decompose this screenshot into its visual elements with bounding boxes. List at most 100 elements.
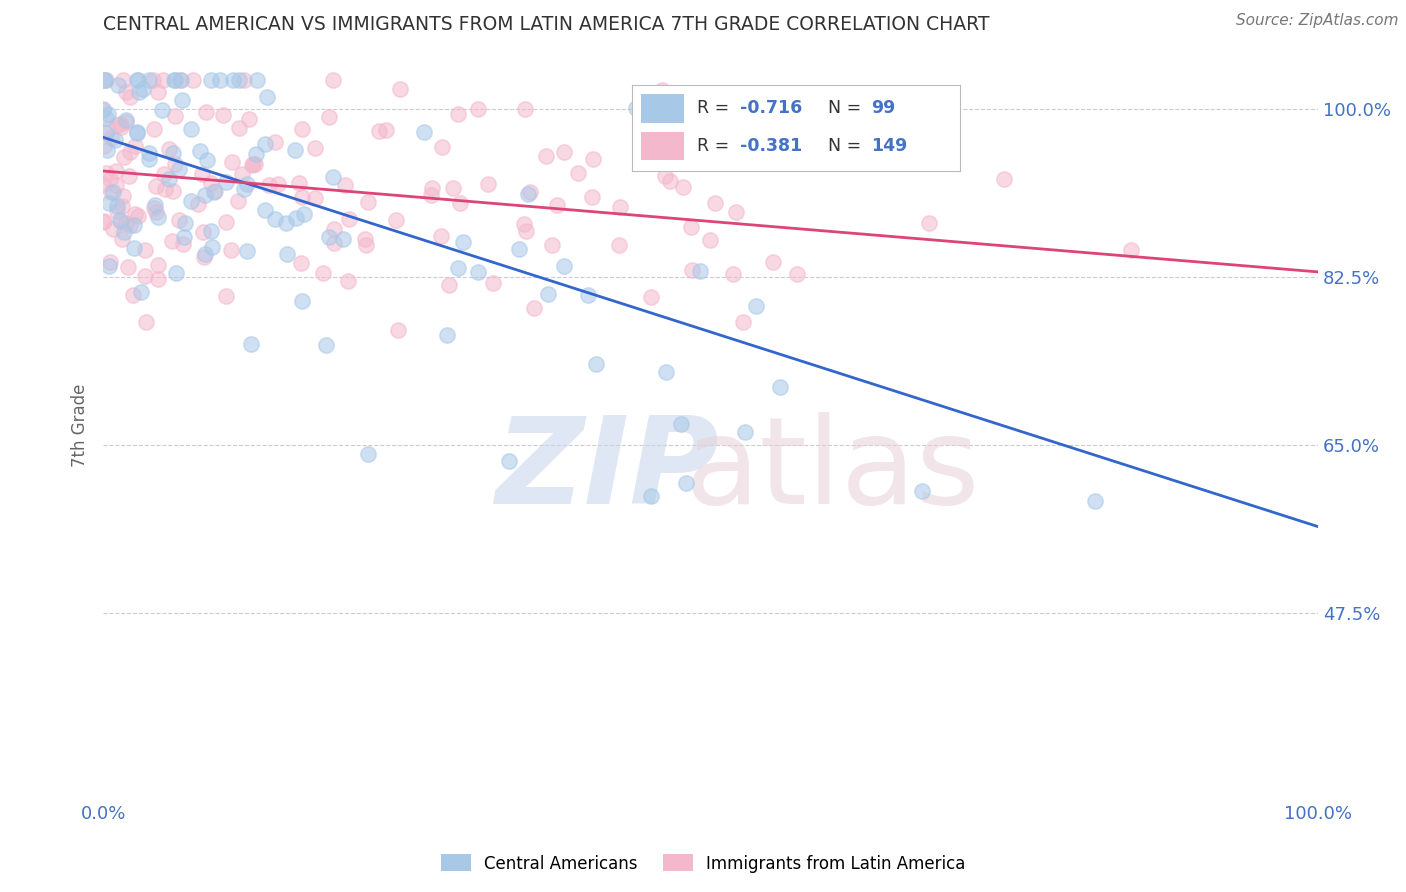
Point: [232, 72, 254, 87]
Text: CENTRAL AMERICAN VS IMMIGRANTS FROM LATIN AMERICA 7TH GRADE CORRELATION CHART: CENTRAL AMERICAN VS IMMIGRANTS FROM LATI…: [103, 15, 990, 34]
Point: [115, 115, 138, 129]
Point: [451, 235, 474, 249]
Point: [167, 161, 190, 176]
Point: [91, 215, 114, 229]
Point: [537, 287, 560, 301]
Point: [240, 157, 263, 171]
Point: [240, 336, 263, 351]
Point: [335, 178, 357, 193]
Point: [437, 277, 460, 292]
Point: [354, 238, 377, 252]
Point: [93, 214, 115, 228]
Point: [129, 285, 152, 299]
Point: [146, 271, 169, 285]
Point: [553, 259, 575, 273]
Point: [354, 231, 377, 245]
Point: [640, 489, 662, 503]
Point: [122, 219, 145, 233]
Point: [235, 244, 257, 259]
Point: [291, 294, 314, 309]
Point: [181, 72, 204, 87]
Point: [731, 315, 754, 329]
Point: [142, 72, 165, 87]
Point: [91, 103, 114, 117]
Point: [96, 143, 118, 157]
Point: [127, 126, 149, 140]
Point: [786, 267, 808, 281]
Point: [163, 109, 186, 123]
Point: [446, 107, 468, 121]
Point: [105, 164, 128, 178]
Point: [304, 141, 326, 155]
Point: [162, 184, 184, 198]
Point: [284, 144, 307, 158]
Point: [127, 209, 149, 223]
Point: [322, 235, 344, 250]
Point: [165, 72, 187, 87]
Point: [228, 121, 250, 136]
Point: [257, 178, 280, 193]
Point: [104, 178, 127, 192]
Point: [285, 211, 308, 225]
Point: [180, 194, 202, 208]
Point: [553, 145, 575, 159]
Point: [195, 104, 218, 119]
Point: [157, 141, 180, 155]
Point: [148, 210, 170, 224]
Point: [226, 194, 249, 208]
Point: [235, 177, 257, 191]
Point: [91, 103, 114, 117]
Point: [336, 274, 359, 288]
Point: [105, 118, 128, 132]
Point: [125, 72, 148, 87]
Point: [654, 169, 676, 183]
Point: [274, 216, 297, 230]
Point: [672, 180, 695, 194]
Point: [681, 219, 703, 234]
Point: [152, 103, 174, 117]
Point: [1083, 494, 1105, 508]
Point: [681, 262, 703, 277]
Point: [675, 475, 697, 490]
Point: [516, 187, 538, 202]
Point: [215, 175, 238, 189]
Point: [163, 157, 186, 171]
Point: [315, 337, 337, 351]
Point: [194, 188, 217, 202]
Point: [763, 135, 786, 149]
Point: [318, 110, 340, 124]
Point: [374, 122, 396, 136]
Point: [221, 72, 243, 87]
Point: [93, 139, 115, 153]
Point: [704, 195, 727, 210]
Point: [388, 82, 411, 96]
Point: [117, 260, 139, 274]
Point: [640, 290, 662, 304]
Point: [626, 101, 648, 115]
Point: [304, 191, 326, 205]
Point: [534, 149, 557, 163]
Point: [97, 195, 120, 210]
Point: [322, 72, 344, 87]
Point: [290, 256, 312, 270]
Point: [482, 276, 505, 290]
Point: [256, 90, 278, 104]
Point: [311, 266, 333, 280]
Point: [143, 122, 166, 136]
Point: [93, 178, 115, 192]
Point: [93, 72, 115, 87]
Point: [993, 172, 1015, 186]
Point: [607, 238, 630, 252]
Point: [173, 230, 195, 244]
Point: [125, 125, 148, 139]
Point: [188, 144, 211, 158]
Point: [337, 212, 360, 227]
Point: [195, 153, 218, 167]
Point: [146, 85, 169, 99]
Point: [233, 182, 256, 196]
Point: [318, 229, 340, 244]
Point: [413, 125, 436, 139]
Point: [441, 180, 464, 194]
Point: [170, 72, 193, 87]
Point: [546, 198, 568, 212]
